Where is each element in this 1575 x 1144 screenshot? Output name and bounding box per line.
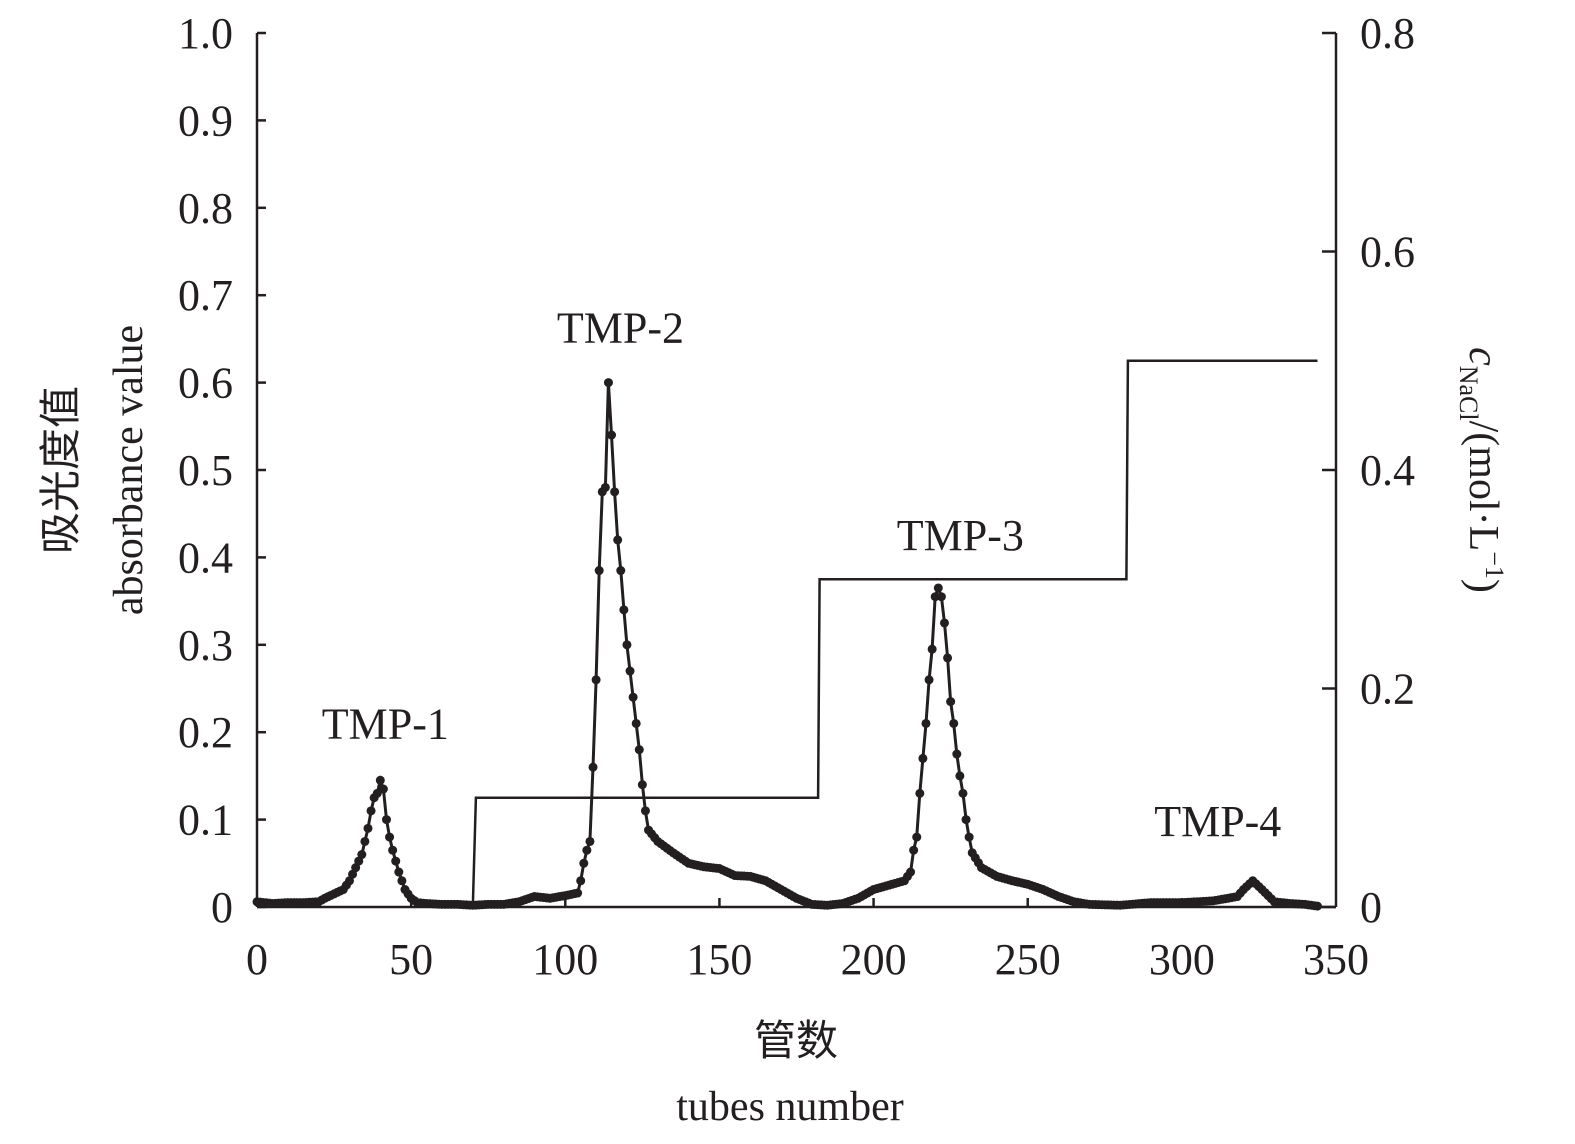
ticks: 0 50 100 150 200 250 300 35000.10.20.30.40.50.6… bbox=[178, 9, 1415, 984]
absorbance-point bbox=[961, 815, 971, 825]
nacl-step-line bbox=[471, 359, 1318, 908]
absorbance-point bbox=[385, 832, 395, 842]
x-tick-label: 0 bbox=[246, 935, 268, 984]
absorbance-point bbox=[912, 832, 922, 842]
absorbance-point bbox=[936, 592, 946, 602]
absorbance-point bbox=[637, 780, 647, 790]
y-right-label-main: c bbox=[1460, 347, 1506, 366]
absorbance-point bbox=[363, 823, 373, 833]
y-left-tick-label: 0.2 bbox=[178, 708, 233, 757]
peak-label: TMP-1 bbox=[322, 699, 449, 748]
x-tick-label: 350 bbox=[1303, 935, 1369, 984]
annotations: TMP-1 TMP-2 TMP-3 TMP-4 bbox=[322, 304, 1282, 846]
y-left-tick-label: 0.7 bbox=[178, 271, 233, 320]
y-left-tick-label: 0.1 bbox=[178, 796, 233, 845]
y-left-tick-label: 0.3 bbox=[178, 621, 233, 670]
x-tick-label: 50 bbox=[389, 935, 433, 984]
absorbance-point bbox=[360, 836, 370, 846]
absorbance-point bbox=[631, 718, 641, 728]
absorbance-point bbox=[628, 692, 638, 702]
y-left-tick-label: 0.6 bbox=[178, 359, 233, 408]
absorbance-point bbox=[619, 605, 629, 615]
peak-label: TMP-2 bbox=[557, 304, 684, 353]
absorbance-point bbox=[391, 856, 401, 866]
absorbance-point bbox=[582, 845, 592, 855]
absorbance-point bbox=[585, 836, 595, 846]
y-left-tick-label: 1.0 bbox=[178, 9, 233, 58]
y-right-tick-label: 0.6 bbox=[1360, 228, 1415, 277]
peak-label: TMP-4 bbox=[1154, 797, 1281, 846]
absorbance-point bbox=[955, 771, 965, 781]
absorbance-point bbox=[610, 487, 620, 497]
x-label-en: tubes number bbox=[676, 1084, 903, 1130]
axes bbox=[255, 33, 1338, 909]
absorbance-point bbox=[625, 666, 635, 676]
y-left-tick-label: 0 bbox=[211, 883, 233, 932]
y-right-label-close: ) bbox=[1460, 579, 1506, 593]
absorbance-point bbox=[600, 482, 610, 492]
absorbance-point bbox=[946, 697, 956, 707]
absorbance-point bbox=[634, 745, 644, 755]
absorbance-point bbox=[378, 784, 388, 794]
absorbance-point bbox=[381, 815, 391, 825]
absorbance-point bbox=[622, 640, 632, 650]
absorbance-point bbox=[576, 876, 586, 886]
absorbance-point bbox=[591, 675, 601, 685]
peak-label: TMP-3 bbox=[897, 511, 1024, 560]
absorbance-point bbox=[933, 583, 943, 593]
x-tick-label: 150 bbox=[686, 935, 752, 984]
y-left-label-en: absorbance value bbox=[106, 325, 152, 615]
absorbance-point bbox=[613, 535, 623, 545]
y-right-label-sub: NaCl bbox=[1454, 366, 1483, 421]
absorbance-point bbox=[388, 845, 398, 855]
absorbance-point bbox=[930, 592, 940, 602]
x-tick-label: 100 bbox=[532, 935, 598, 984]
x-tick-label: 250 bbox=[995, 935, 1061, 984]
absorbance-point bbox=[588, 762, 598, 772]
absorbance-point bbox=[616, 566, 626, 576]
absorbance-point bbox=[915, 788, 925, 798]
y-left-tick-label: 0.9 bbox=[178, 96, 233, 145]
series bbox=[252, 359, 1323, 911]
absorbance-point bbox=[906, 867, 916, 877]
x-label-zh: 管数 bbox=[754, 1019, 838, 1065]
absorbance-point bbox=[607, 430, 617, 440]
y-right-tick-label: 0.2 bbox=[1360, 665, 1415, 714]
absorbance-point bbox=[918, 753, 928, 763]
y-right-tick-label: 0.8 bbox=[1360, 9, 1415, 58]
absorbance-point bbox=[943, 653, 953, 663]
y-right-label-sup: −1 bbox=[1480, 551, 1509, 579]
absorbance-point bbox=[366, 806, 376, 816]
y-left-tick-label: 0.8 bbox=[178, 184, 233, 233]
absorbance-point bbox=[921, 718, 931, 728]
absorbance-point bbox=[573, 888, 583, 898]
absorbance-point bbox=[952, 749, 962, 759]
y-right-tick-label: 0.4 bbox=[1360, 446, 1415, 495]
y-right-label: cNaCl/(mol·L−1) bbox=[1454, 347, 1509, 593]
y-right-label-rest: /(mol·L bbox=[1460, 421, 1506, 552]
absorbance-point bbox=[924, 675, 934, 685]
absorbance-point bbox=[357, 850, 367, 860]
y-left-label-zh: 吸光度值 bbox=[39, 386, 85, 554]
absorbance-point bbox=[964, 832, 974, 842]
absorbance-point bbox=[939, 618, 949, 628]
absorbance-point bbox=[949, 718, 959, 728]
absorbance-point bbox=[909, 845, 919, 855]
absorbance-point bbox=[579, 858, 589, 868]
y-left-tick-label: 0.5 bbox=[178, 446, 233, 495]
absorbance-point bbox=[958, 788, 968, 798]
x-tick-label: 200 bbox=[841, 935, 907, 984]
y-right-tick-label: 0 bbox=[1360, 883, 1382, 932]
absorbance-point bbox=[375, 775, 385, 785]
absorbance-point bbox=[640, 806, 650, 816]
absorbance-point bbox=[594, 566, 604, 576]
x-tick-label: 300 bbox=[1149, 935, 1215, 984]
absorbance-point bbox=[1313, 901, 1323, 911]
absorbance-point bbox=[394, 867, 404, 877]
absorbance-point bbox=[397, 876, 407, 886]
y-left-tick-label: 0.4 bbox=[178, 533, 233, 582]
absorbance-point bbox=[927, 644, 937, 654]
absorbance-point bbox=[603, 378, 613, 388]
